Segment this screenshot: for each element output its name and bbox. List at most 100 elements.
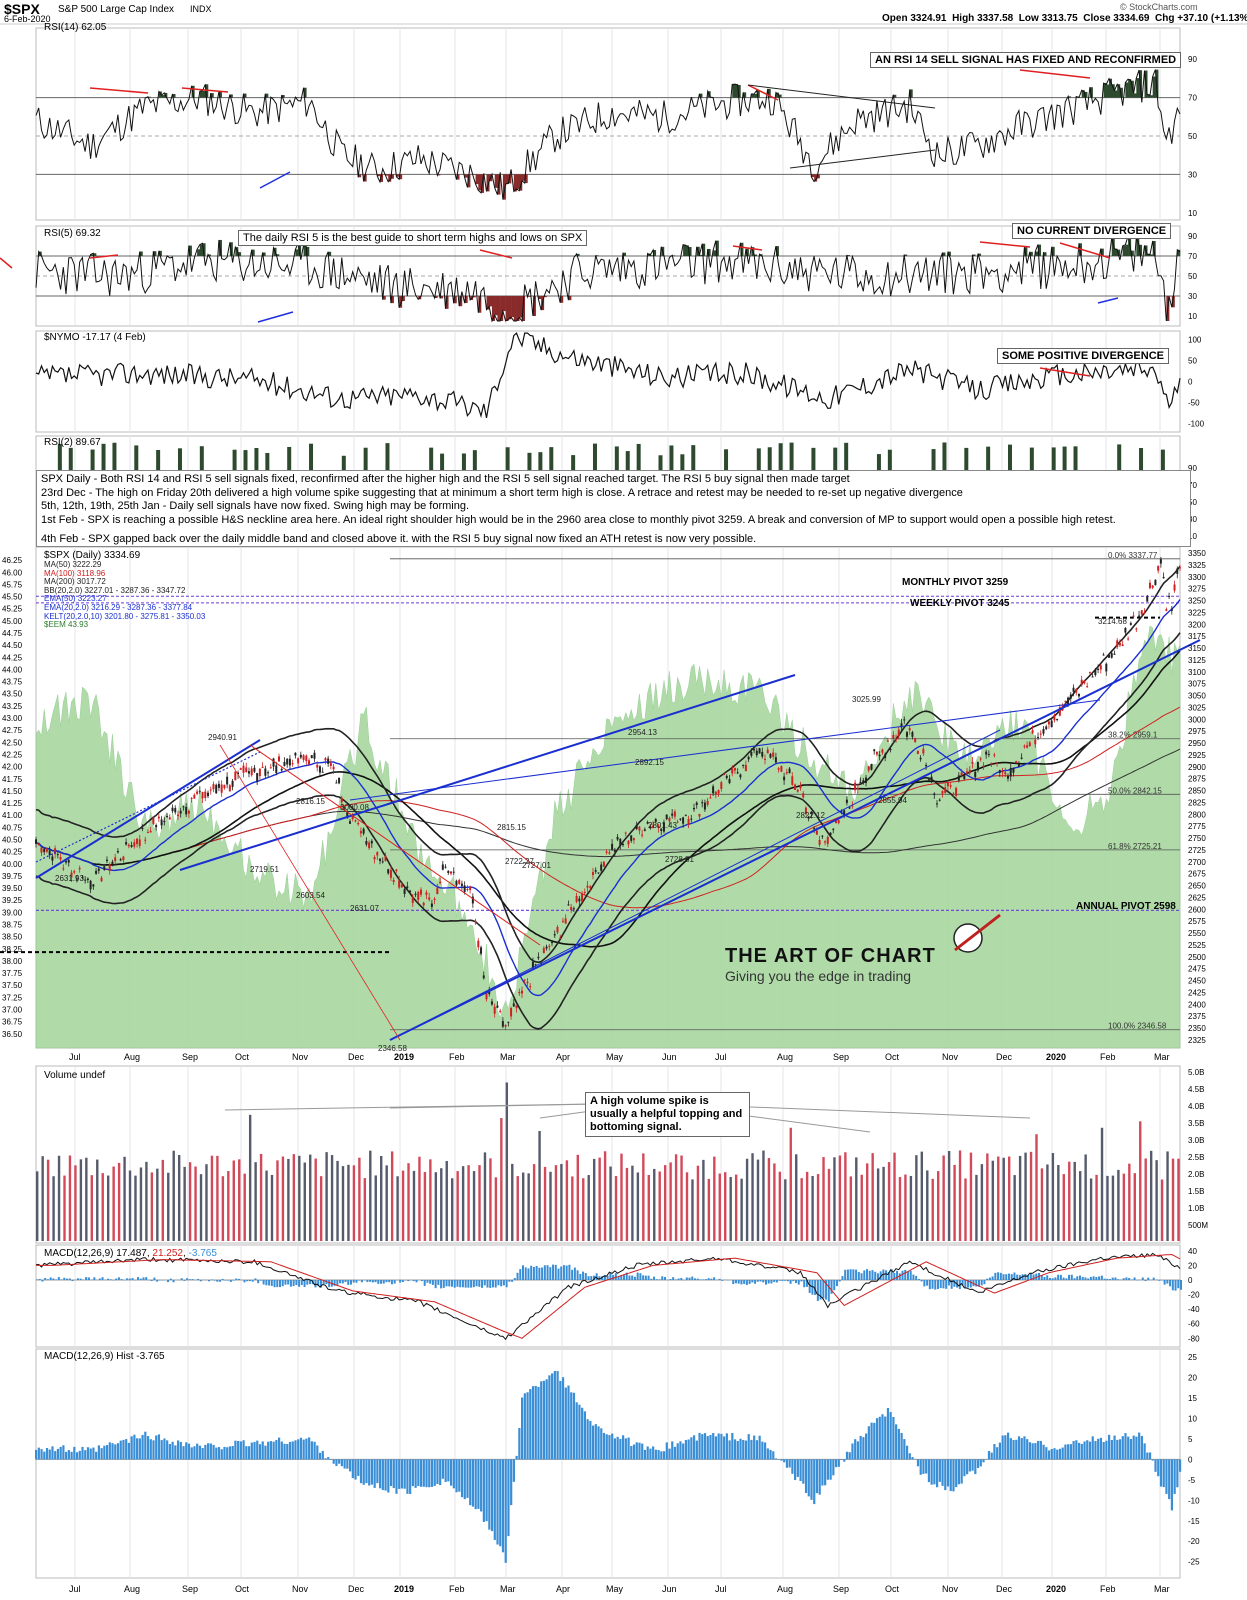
hist-bar	[668, 1448, 671, 1460]
hist-bar	[277, 1437, 281, 1460]
volume-bar	[931, 1178, 934, 1241]
price-candle	[215, 784, 218, 794]
oversold-fill	[489, 296, 493, 307]
price-candle	[130, 845, 133, 847]
eem-left-tick: 38.25	[2, 945, 23, 954]
price-candle	[996, 762, 999, 764]
price-point-label: 2728.81	[665, 855, 694, 864]
overbought-fill	[623, 252, 627, 256]
hist-bar	[354, 1459, 357, 1480]
volume-bar	[478, 1165, 481, 1241]
macd-hist-bar	[328, 1279, 331, 1288]
hist-bar	[531, 1386, 535, 1460]
macd-hist-bar	[145, 1277, 148, 1280]
price-point-label: 2892.15	[635, 758, 664, 767]
overbought-fill	[1111, 84, 1115, 98]
hist-bar	[693, 1435, 696, 1460]
price-candle	[690, 818, 693, 820]
rsi2-fill	[625, 451, 630, 482]
hist-bar	[892, 1416, 895, 1460]
rsi2-fill	[1139, 447, 1144, 478]
rsi2-fill	[931, 449, 936, 480]
hist-bar	[725, 1433, 728, 1460]
macd-hist-bar	[505, 1279, 508, 1288]
price-candle	[155, 825, 158, 828]
price-candle	[308, 760, 311, 765]
hist-bar	[1086, 1440, 1089, 1460]
x-axis-label-bottom: Feb	[449, 1584, 465, 1594]
macd-hist-bar	[481, 1279, 484, 1288]
hist-bar	[398, 1459, 401, 1489]
price-candle	[859, 782, 862, 784]
overbought-fill	[1089, 87, 1093, 98]
hist-bar	[1061, 1447, 1064, 1460]
hist-bar	[627, 1437, 630, 1460]
oversold-fill	[524, 174, 528, 184]
macd-hist-bar	[699, 1279, 702, 1280]
volume-bar	[1068, 1161, 1071, 1241]
hist-bar	[343, 1459, 346, 1469]
hist-bar	[193, 1446, 196, 1460]
macd-hist-bar	[937, 1279, 940, 1289]
hist-tick: -10	[1188, 1496, 1200, 1505]
macd-hist-bar	[819, 1279, 822, 1300]
macd-hist-bar	[314, 1279, 317, 1288]
rsi2-fill	[833, 447, 838, 478]
oversold-fill	[388, 174, 392, 182]
volume-bar	[975, 1174, 978, 1241]
price-point-label: 2816.15	[296, 797, 325, 806]
overbought-fill	[1125, 244, 1129, 256]
overbought-fill	[1133, 93, 1137, 98]
macd-hist-bar	[278, 1279, 281, 1288]
macd-hist-bar	[52, 1278, 55, 1280]
macd-hist-bar	[1166, 1279, 1169, 1284]
volume-bar	[412, 1170, 416, 1241]
macd-hist-bar	[68, 1278, 71, 1280]
volume-bar	[696, 1165, 700, 1241]
volume-bar	[1024, 1152, 1027, 1241]
macd-hist-bar	[41, 1279, 44, 1282]
hist-bar	[95, 1451, 98, 1460]
price-candle	[641, 834, 644, 836]
hist-bar	[288, 1441, 292, 1460]
overbought-fill	[1147, 254, 1151, 256]
price-candle	[275, 765, 278, 773]
price-candle	[671, 813, 674, 816]
price-candle	[422, 902, 425, 906]
macd-hist-bar	[549, 1267, 552, 1280]
volume-bar	[265, 1170, 268, 1241]
macd-hist-bar	[926, 1279, 929, 1286]
overbought-fill	[707, 248, 711, 256]
macd-hist-bar	[576, 1270, 579, 1280]
rsi2-title: RSI(2) 89.67	[44, 437, 101, 448]
price-candle	[45, 848, 48, 852]
rsi2-fill	[549, 447, 554, 478]
volume-bar	[1018, 1155, 1022, 1241]
overbought-fill	[650, 255, 654, 256]
watermark: © StockCharts.com	[1120, 2, 1198, 12]
macd-hist-bar	[66, 1278, 69, 1280]
volume-bar	[303, 1162, 306, 1241]
macd-hist-bar	[470, 1279, 473, 1288]
macd-hist-bar	[1018, 1275, 1021, 1280]
volume-bar	[380, 1155, 383, 1241]
price-candle	[624, 832, 627, 834]
trend-line	[35, 739, 261, 879]
hist-bar	[772, 1451, 775, 1460]
oversold-fill	[497, 296, 501, 321]
rsi2-tick: 50	[1188, 498, 1197, 507]
rsi2-fill	[90, 449, 95, 480]
price-candle	[840, 810, 843, 812]
macd-hist-bar	[748, 1279, 751, 1284]
price-right-tick: 2925	[1188, 751, 1206, 760]
ema20-line	[35, 599, 1181, 997]
hist-bar	[387, 1459, 390, 1493]
overbought-fill	[1139, 244, 1143, 256]
legend-entry: MA(100) 3118.96	[44, 568, 106, 578]
macd-hist-bar	[759, 1279, 762, 1282]
price-candle	[501, 1021, 504, 1027]
oversold-fill	[568, 296, 572, 301]
hist-bar	[130, 1436, 133, 1460]
eem-left-tick: 36.50	[2, 1030, 23, 1039]
hist-bar	[297, 1439, 300, 1460]
